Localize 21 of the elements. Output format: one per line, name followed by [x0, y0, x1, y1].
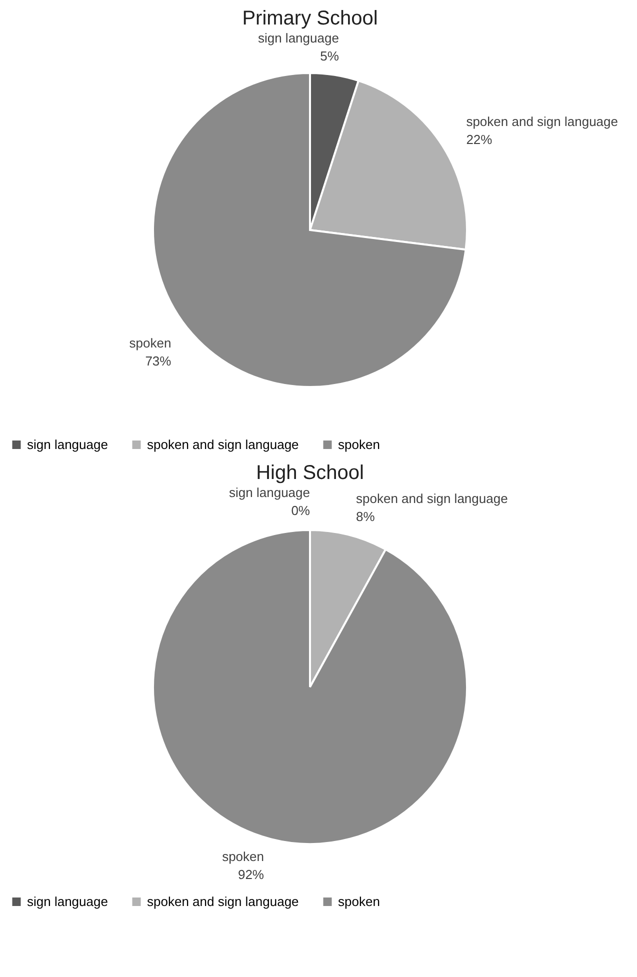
chart-title: High School — [256, 462, 364, 484]
slice-label: spoken — [129, 335, 172, 350]
slice-label: spoken and sign language — [356, 490, 508, 506]
slice-label: spoken and sign language — [466, 114, 618, 129]
legend-label: spoken and sign language — [147, 436, 299, 452]
slice-label: sign language — [258, 30, 339, 46]
legend-label: spoken — [338, 894, 380, 909]
legend-label: spoken — [338, 436, 380, 452]
legend-label: sign language — [27, 894, 108, 909]
data-label: 73% — [145, 353, 172, 368]
slice-label: spoken — [222, 849, 264, 864]
data-label: 22% — [466, 132, 493, 147]
chart-title: Primary School — [242, 7, 378, 30]
data-label: 92% — [238, 867, 264, 882]
legend-label: sign language — [27, 436, 108, 452]
category-label: sign language — [229, 485, 310, 500]
text: 0% — [291, 503, 310, 518]
legend-label: spoken and sign language — [147, 894, 299, 909]
data-label: 5% — [320, 48, 340, 64]
pie-slice — [152, 529, 468, 845]
data-label: 8% — [356, 508, 376, 524]
